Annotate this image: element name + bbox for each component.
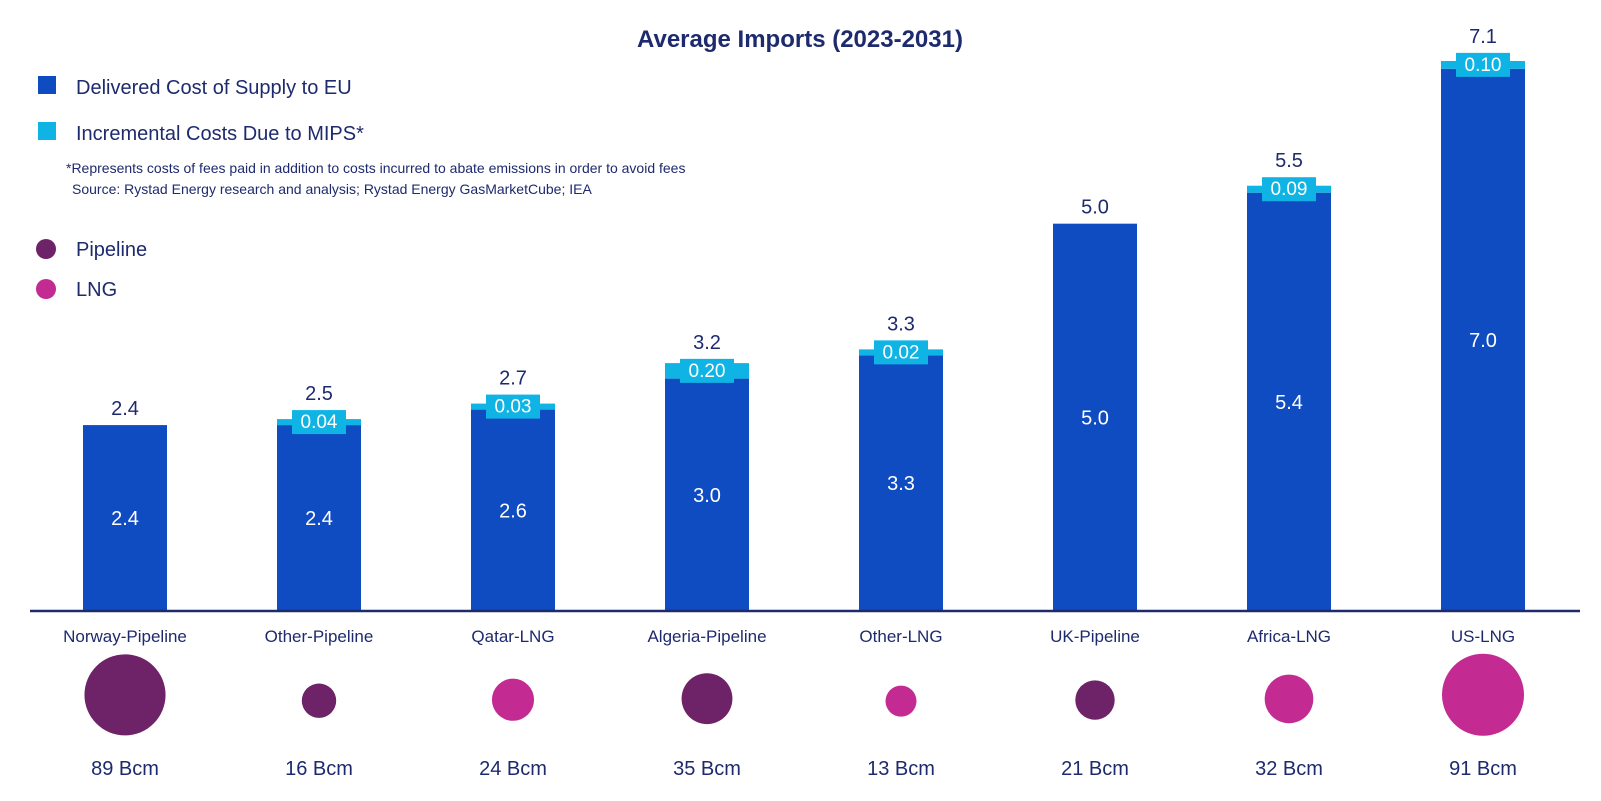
bar-delivered-value: 3.0	[693, 485, 721, 507]
volume-bubble-us-lng	[1442, 653, 1524, 736]
bars: 2.4 2.4 2.4 0.04 2.5 2.6 0.03 2.7 3.0 0.20 3.2 3.3 0…	[83, 26, 1525, 612]
bar-delivered-other-pipeline	[277, 425, 361, 611]
bar-delivered-other-lng	[859, 355, 943, 611]
x-tick-label: UK-Pipeline	[1050, 627, 1140, 646]
volume-bubble-other-lng	[885, 685, 917, 717]
incremental-label-box	[486, 394, 540, 419]
volume-bubble-africa-lng	[1264, 674, 1314, 724]
incremental-label-box	[1456, 52, 1510, 77]
bar-delivered-qatar-lng	[471, 409, 555, 611]
bar-delivered-africa-lng	[1247, 192, 1331, 612]
bar-delivered-value: 3.3	[887, 473, 915, 495]
x-tick-label: Other-LNG	[859, 627, 942, 646]
legend-incremental-swatch	[38, 122, 56, 140]
bar-incremental-value: 0.02	[883, 342, 920, 363]
incremental-label-box	[874, 340, 928, 365]
legend-lng-marker	[36, 279, 56, 299]
incremental-label-box	[1262, 177, 1316, 202]
incremental-label-box	[292, 410, 346, 435]
legend: Delivered Cost of Supply to EU Increment…	[36, 76, 685, 301]
volume-label: 16 Bcm	[285, 758, 353, 780]
x-axis-labels: Norway-Pipeline Other-Pipeline Qatar-LNG Al…	[63, 627, 1515, 646]
bar-total-label: 2.5	[305, 383, 333, 405]
source-note: Source: Rystad Energy research and analy…	[72, 181, 592, 197]
bar-delivered-algeria-pipeline	[665, 378, 749, 611]
bar-delivered-value: 2.6	[499, 500, 527, 522]
bar-incremental-value: 0.04	[301, 412, 338, 433]
bar-delivered-norway-pipeline	[83, 425, 167, 611]
volume-bubble-norway-pipeline	[84, 654, 166, 736]
volume-bubble-uk-pipeline	[1075, 680, 1115, 720]
volume-bubble-qatar-lng	[491, 678, 535, 721]
volume-label: 35 Bcm	[673, 758, 741, 780]
volume-label: 24 Bcm	[479, 758, 547, 780]
bar-delivered-uk-pipeline	[1053, 223, 1137, 611]
volume-bubble-algeria-pipeline	[681, 673, 733, 725]
bar-incremental-value: 0.10	[1465, 55, 1502, 76]
x-tick-label: Africa-LNG	[1247, 627, 1331, 646]
bar-incremental-value: 0.20	[689, 361, 726, 382]
volume-label: 89 Bcm	[91, 758, 159, 780]
bar-total-label: 2.7	[499, 368, 527, 390]
volume-bubble-other-pipeline	[301, 683, 337, 718]
bar-delivered-value: 7.0	[1469, 330, 1497, 352]
volume-label: 91 Bcm	[1449, 758, 1517, 780]
legend-lng-label: LNG	[76, 279, 117, 301]
bar-total-label: 2.4	[111, 398, 139, 420]
incremental-label-box	[680, 358, 734, 383]
legend-delivered-label: Delivered Cost of Supply to EU	[76, 77, 352, 99]
x-tick-label: Algeria-Pipeline	[647, 627, 766, 646]
x-tick-label: Other-Pipeline	[265, 627, 374, 646]
legend-delivered-swatch	[38, 76, 56, 94]
bar-total-label: 5.5	[1275, 150, 1303, 172]
x-tick-label: US-LNG	[1451, 627, 1515, 646]
legend-pipeline-label: Pipeline	[76, 239, 147, 261]
legend-incremental-label: Incremental Costs Due to MIPS*	[76, 123, 364, 145]
bar-delivered-value: 5.0	[1081, 407, 1109, 429]
bar-total-label: 3.2	[693, 332, 721, 354]
bar-total-label: 3.3	[887, 313, 915, 335]
bar-total-label: 7.1	[1469, 26, 1497, 48]
bar-total-label: 5.0	[1081, 197, 1109, 219]
volume-label: 32 Bcm	[1255, 758, 1323, 780]
x-tick-label: Norway-Pipeline	[63, 627, 187, 646]
volume-bubbles: 89 Bcm 16 Bcm 24 Bcm 35 Bcm 13 Bcm 21 Bcm 32 B…	[84, 653, 1524, 780]
bar-delivered-us-lng	[1441, 68, 1525, 612]
chart-title: Average Imports (2023-2031)	[637, 26, 963, 53]
footnote: *Represents costs of fees paid in additi…	[66, 160, 685, 176]
volume-label: 21 Bcm	[1061, 758, 1129, 780]
volume-label: 13 Bcm	[867, 758, 935, 780]
bar-delivered-value: 2.4	[111, 508, 139, 530]
bar-incremental-value: 0.03	[495, 397, 532, 418]
bar-delivered-value: 5.4	[1275, 392, 1303, 414]
legend-pipeline-marker	[36, 239, 56, 259]
bar-incremental-value: 0.09	[1271, 179, 1308, 200]
bar-delivered-value: 2.4	[305, 508, 333, 530]
x-tick-label: Qatar-LNG	[471, 627, 554, 646]
